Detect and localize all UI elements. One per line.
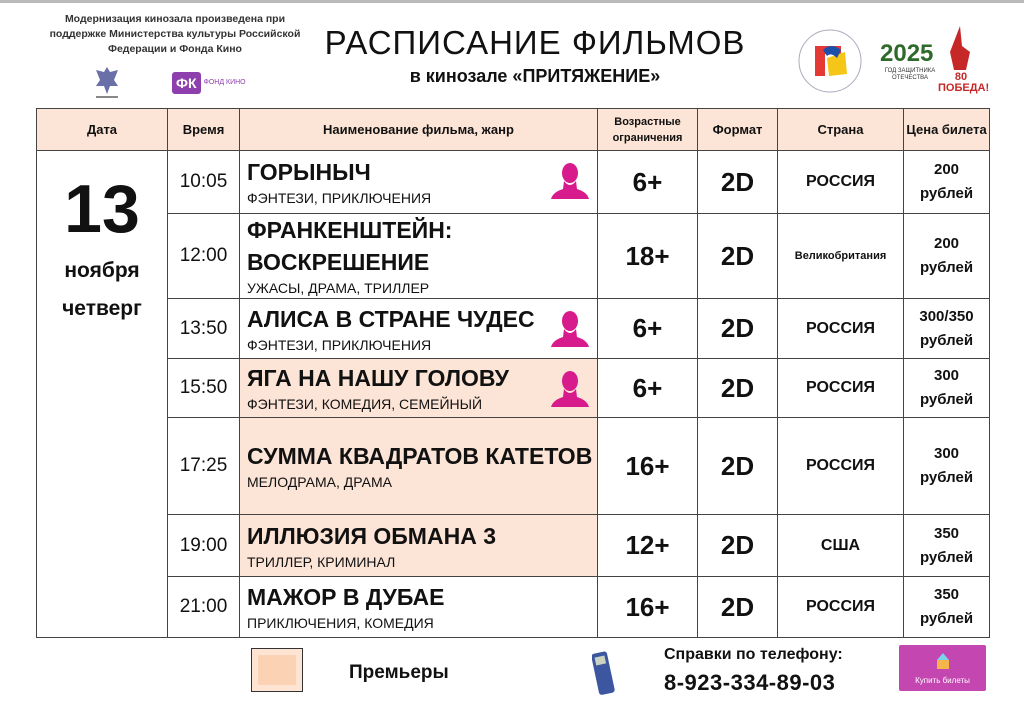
film-genre: УЖАСЫ, ДРАМА, ТРИЛЛЕР bbox=[247, 280, 430, 296]
age-rating: 16+ bbox=[597, 576, 698, 638]
column-header-time: Время bbox=[167, 108, 240, 151]
pushkin-card-icon bbox=[551, 371, 589, 407]
premiere-legend-swatch bbox=[251, 648, 303, 692]
ticket-price: 200 рублей bbox=[903, 150, 990, 214]
film-country: Великобритания bbox=[777, 213, 904, 299]
film-cell: МАЖОР В ДУБАЕ ПРИКЛЮЧЕНИЯ, КОМЕДИЯ bbox=[239, 576, 598, 638]
age-rating: 6+ bbox=[597, 298, 698, 359]
date-month: ноября bbox=[64, 259, 140, 282]
film-title: СУММА КВАДРАТОВ КАТЕТОВ bbox=[247, 443, 593, 469]
film-format: 2D bbox=[697, 576, 778, 638]
buy-tickets-button[interactable]: Купить билеты bbox=[899, 645, 986, 691]
film-cell: ЯГА НА НАШУ ГОЛОВУ ФЭНТЕЗИ, КОМЕДИЯ, СЕМЕ… bbox=[239, 358, 598, 418]
film-genre: ПРИКЛЮЧЕНИЯ, КОМЕДИЯ bbox=[247, 615, 434, 631]
column-header-country: Страна bbox=[777, 108, 904, 151]
showtime: 17:25 bbox=[167, 417, 240, 515]
ticket-price: 300 рублей bbox=[903, 358, 990, 418]
ticket-price: 200 рублей bbox=[903, 213, 990, 299]
film-cell: СУММА КВАДРАТОВ КАТЕТОВ МЕЛОДРАМА, ДРАМА bbox=[239, 417, 598, 515]
film-country: РОССИЯ bbox=[777, 150, 904, 214]
pushkin-card-icon bbox=[551, 163, 589, 199]
film-title: ГОРЫНЫЧ bbox=[247, 159, 371, 185]
film-title: МАЖОР В ДУБАЕ bbox=[247, 584, 445, 610]
phone-label: Справки по телефону: bbox=[664, 646, 843, 663]
column-header-price: Цена билета bbox=[903, 108, 990, 151]
column-header-date: Дата bbox=[36, 108, 168, 151]
table-row: 21:00 МАЖОР В ДУБАЕ ПРИКЛЮЧЕНИЯ, КОМЕДИЯ 16… bbox=[37, 576, 990, 638]
phone-number[interactable]: 8-923-334-89-03 bbox=[664, 670, 836, 695]
film-title: ФРАНКЕНШТЕЙН: ВОСКРЕШЕНИЕ bbox=[247, 217, 453, 275]
schedule-table: Дата Время Наименование фильма, жанр Воз… bbox=[36, 108, 990, 638]
page-title: РАСПИСАНИЕ ФИЛЬМОВ bbox=[324, 24, 746, 61]
film-genre: ТРИЛЛЕР, КРИМИНАЛ bbox=[247, 553, 396, 570]
showtime: 19:00 bbox=[167, 514, 240, 577]
film-cell: ИЛЛЮЗИЯ ОБМАНА 3 ТРИЛЛЕР, КРИМИНАЛ bbox=[239, 514, 598, 577]
film-country: РОССИЯ bbox=[777, 358, 904, 418]
ministry-emblem-icon bbox=[96, 67, 118, 98]
column-header-age: Возрастные ограничения bbox=[597, 108, 698, 151]
showtime: 10:05 bbox=[167, 150, 240, 214]
film-genre: МЕЛОДРАМА, ДРАМА bbox=[247, 474, 392, 490]
showtime: 12:00 bbox=[167, 213, 240, 299]
page-subtitle: в кинозале «ПРИТЯЖЕНИЕ» bbox=[409, 66, 661, 86]
age-rating: 6+ bbox=[597, 358, 698, 418]
table-row: 19:00 ИЛЛЮЗИЯ ОБМАНА 3 ТРИЛЛЕР, КРИМИНАЛ 12… bbox=[37, 514, 990, 577]
phone-icon bbox=[592, 651, 615, 695]
film-country: РОССИЯ bbox=[777, 417, 904, 515]
date-day: 13 bbox=[64, 171, 140, 247]
table-row: 13 ноября четверг 10:05 ГОРЫНЫЧ ФЭНТЕЗИ, ПРИК… bbox=[36, 150, 990, 638]
film-cell: АЛИСА В СТРАНЕ ЧУДЕС ФЭНТЕЗИ, ПРИКЛЮЧЕНИЯ bbox=[239, 298, 598, 359]
ticket-price: 300/350 рублей bbox=[903, 298, 990, 359]
table-row: 12:00 ФРАНКЕНШТЕЙН: ВОСКРЕШЕНИЕ УЖАСЫ, ДРА… bbox=[37, 213, 990, 299]
date-cell: 13 ноября четверг bbox=[36, 150, 168, 638]
top-border bbox=[0, 0, 1024, 3]
cinema-emblem-icon bbox=[798, 29, 862, 93]
film-genre: ФЭНТЕЗИ, ПРИКЛЮЧЕНИЯ bbox=[247, 336, 432, 353]
pushkin-card-icon bbox=[551, 311, 589, 347]
showtime: 15:50 bbox=[167, 358, 240, 418]
table-row: 15:50 ЯГА НА НАШУ ГОЛОВУ ФЭНТЕЗИ, КОМЕДИЯ,… bbox=[37, 358, 990, 418]
age-rating: 6+ bbox=[597, 150, 698, 214]
film-cell: ГОРЫНЫЧ ФЭНТЕЗИ, ПРИКЛЮЧЕНИЯ bbox=[239, 150, 598, 214]
film-format: 2D bbox=[697, 213, 778, 299]
ticket-price: 350 рублей bbox=[903, 576, 990, 638]
film-cell: ФРАНКЕНШТЕЙН: ВОСКРЕШЕНИЕ УЖАСЫ, ДРАМА, Т… bbox=[239, 213, 598, 299]
film-country: РОССИЯ bbox=[777, 576, 904, 638]
film-country: США bbox=[777, 514, 904, 577]
column-header-title: Наименование фильма, жанр bbox=[239, 108, 598, 151]
film-format: 2D bbox=[697, 417, 778, 515]
film-title: ЯГА НА НАШУ ГОЛОВУ bbox=[247, 365, 509, 391]
fond-kino-logo: ФК ФОНД КИНО bbox=[172, 72, 246, 94]
year-2025-logo: 2025 ГОД ЗАЩИТНИКА ОТЕЧЕСТВА 80 ПОБЕДА! bbox=[880, 26, 990, 98]
film-format: 2D bbox=[697, 298, 778, 359]
table-row: 13:50 АЛИСА В СТРАНЕ ЧУДЕС ФЭНТЕЗИ, ПРИКЛЮ… bbox=[37, 298, 990, 359]
premiere-legend-label: Премьеры bbox=[349, 662, 449, 683]
table-header-row: Дата Время Наименование фильма, жанр Воз… bbox=[36, 108, 990, 151]
victory-monument-icon bbox=[950, 26, 970, 70]
age-rating: 16+ bbox=[597, 417, 698, 515]
column-header-format: Формат bbox=[697, 108, 778, 151]
film-title: АЛИСА В СТРАНЕ ЧУДЕС bbox=[247, 305, 535, 332]
showtime: 21:00 bbox=[167, 576, 240, 638]
film-country: РОССИЯ bbox=[777, 298, 904, 359]
ticket-price: 350 рублей bbox=[903, 514, 990, 577]
ticket-cake-icon bbox=[937, 653, 949, 669]
film-format: 2D bbox=[697, 358, 778, 418]
film-format: 2D bbox=[697, 514, 778, 577]
film-genre: ФЭНТЕЗИ, ПРИКЛЮЧЕНИЯ bbox=[247, 190, 432, 206]
showtime: 13:50 bbox=[167, 298, 240, 359]
table-row: 17:25 СУММА КВАДРАТОВ КАТЕТОВ МЕЛОДРАМА, Д… bbox=[37, 417, 990, 515]
modernization-note: Модернизация кинозала произведена при по… bbox=[49, 13, 301, 55]
film-genre: ФЭНТЕЗИ, КОМЕДИЯ, СЕМЕЙНЫЙ bbox=[247, 396, 483, 412]
film-title: ИЛЛЮЗИЯ ОБМАНА 3 bbox=[247, 522, 496, 549]
film-format: 2D bbox=[697, 150, 778, 214]
ticket-price: 300 рублей bbox=[903, 417, 990, 515]
age-rating: 12+ bbox=[597, 514, 698, 577]
age-rating: 18+ bbox=[597, 213, 698, 299]
date-weekday: четверг bbox=[62, 297, 142, 320]
